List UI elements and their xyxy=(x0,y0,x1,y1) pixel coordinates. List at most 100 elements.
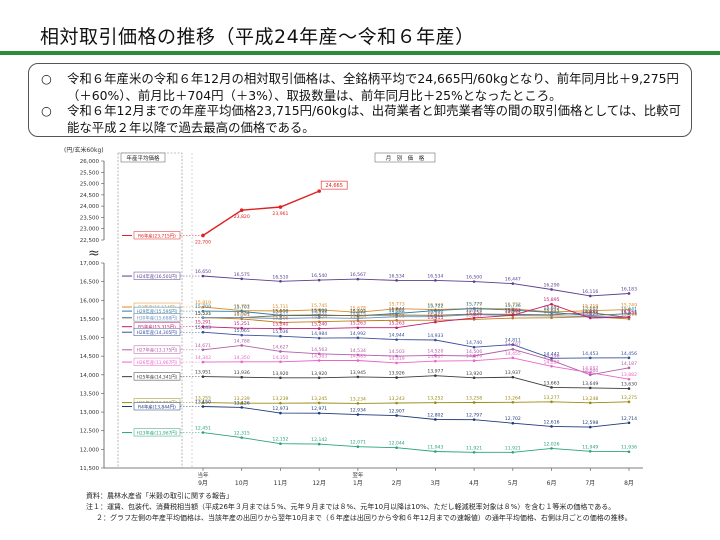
data-label: 13,264 xyxy=(505,395,521,401)
x-tick-label: 3月 xyxy=(430,480,440,487)
data-label: 13,245 xyxy=(311,396,327,402)
x-tick-label: 11月 xyxy=(274,480,288,487)
footnote-1: 注１：運賃、包装代、消費税相当額（平成26年３月までは５%、元年９月までは８%、… xyxy=(86,503,616,511)
data-point xyxy=(356,317,360,320)
data-point xyxy=(395,354,398,358)
data-point xyxy=(472,354,476,358)
data-point xyxy=(279,401,282,405)
data-point xyxy=(627,312,631,315)
data-point xyxy=(395,414,398,417)
data-point xyxy=(395,376,398,379)
data-point xyxy=(201,316,205,319)
data-point xyxy=(511,421,515,425)
data-label: 12,934 xyxy=(350,408,366,414)
x-tick-label: 6月 xyxy=(547,480,557,487)
data-label: 15,534 xyxy=(234,311,250,317)
data-label: 14,319 xyxy=(389,356,405,362)
data-label: 15,672 xyxy=(544,305,560,311)
series-line xyxy=(203,314,630,319)
data-label: 14,671 xyxy=(195,343,211,349)
data-label: 15,723 xyxy=(234,304,250,310)
data-label: 12,044 xyxy=(389,441,405,447)
data-label: 12,142 xyxy=(311,437,327,443)
data-point xyxy=(472,451,476,454)
x-tick-label: 12月 xyxy=(312,480,326,487)
series-line xyxy=(202,308,630,317)
data-label: 15,602 xyxy=(389,308,405,314)
series-line xyxy=(202,306,630,313)
data-label: 12,071 xyxy=(350,440,366,446)
y-tick-label: 13,000 xyxy=(80,410,100,416)
data-label: 15,501 xyxy=(234,312,250,318)
data-label: 24,665 xyxy=(325,183,343,189)
data-point xyxy=(472,359,476,362)
data-label: 15,819 xyxy=(195,300,211,306)
data-label: 14,057 xyxy=(582,366,598,372)
data-label: 14,442 xyxy=(544,351,560,357)
y-tick-label: 12,500 xyxy=(80,429,100,435)
x-tick-label: 2月 xyxy=(392,480,402,487)
data-point xyxy=(201,348,205,352)
data-point xyxy=(627,315,631,319)
data-point xyxy=(627,450,631,454)
data-point xyxy=(317,336,321,340)
data-point xyxy=(201,325,205,328)
data-point xyxy=(279,309,282,313)
data-label: 13,630 xyxy=(621,382,637,388)
data-point xyxy=(317,320,321,324)
data-label: 13,663 xyxy=(544,380,560,386)
data-label: 14,350 xyxy=(234,355,250,361)
data-point xyxy=(550,425,553,428)
data-label: 13,126 xyxy=(234,400,250,406)
data-label: 14,984 xyxy=(311,331,327,337)
legend-label: H28年産(14,305円) xyxy=(137,329,178,336)
data-label: 15,749 xyxy=(427,303,443,309)
data-point xyxy=(395,338,398,341)
data-label: 14,456 xyxy=(621,351,637,357)
title-underline xyxy=(0,51,720,55)
data-label: 14,379 xyxy=(466,354,482,360)
data-point xyxy=(395,307,398,311)
y-tick-label: 14,000 xyxy=(80,373,100,379)
data-label: 15,240 xyxy=(272,322,288,328)
legend-label: H30年産(15,688円) xyxy=(137,314,178,321)
data-point xyxy=(356,319,360,323)
data-point xyxy=(472,418,476,421)
legend-label: H25年産(14,341円) xyxy=(137,373,178,380)
data-point xyxy=(627,387,631,390)
data-label: 15,291 xyxy=(195,320,211,326)
data-point xyxy=(434,338,437,342)
data-label: 15,530 xyxy=(544,311,560,317)
data-label: 14,992 xyxy=(350,331,366,337)
data-label: 22,700 xyxy=(195,239,211,245)
data-point xyxy=(472,316,476,320)
data-label: 13,920 xyxy=(272,371,288,377)
data-point xyxy=(356,326,360,330)
data-label: 15,499 xyxy=(621,312,637,318)
y-tick-label: 26,000 xyxy=(80,159,100,165)
data-label: 15,779 xyxy=(466,302,482,308)
data-point xyxy=(356,375,360,379)
data-label: 15,736 xyxy=(505,303,521,309)
data-label: 15,777 xyxy=(466,302,482,308)
data-label: 11,936 xyxy=(621,445,637,451)
data-point xyxy=(627,366,631,370)
data-label: 11,949 xyxy=(582,444,598,450)
data-point xyxy=(627,356,631,360)
data-point xyxy=(317,359,321,362)
data-point xyxy=(434,354,437,357)
x-tick-label: 5月 xyxy=(508,480,518,487)
y-tick-label: 17,000 xyxy=(80,261,100,267)
y-tick-label: 16,500 xyxy=(80,280,100,286)
data-point xyxy=(201,360,205,364)
data-point xyxy=(201,274,205,278)
data-label: 15,535 xyxy=(195,311,211,317)
data-point xyxy=(395,401,398,405)
data-label: 15,595 xyxy=(350,308,366,314)
data-label: 14,506 xyxy=(466,349,482,355)
data-point xyxy=(279,327,282,330)
data-label: 15,532 xyxy=(311,311,327,317)
data-point xyxy=(472,376,476,380)
data-point xyxy=(511,316,515,320)
data-point xyxy=(627,292,631,295)
